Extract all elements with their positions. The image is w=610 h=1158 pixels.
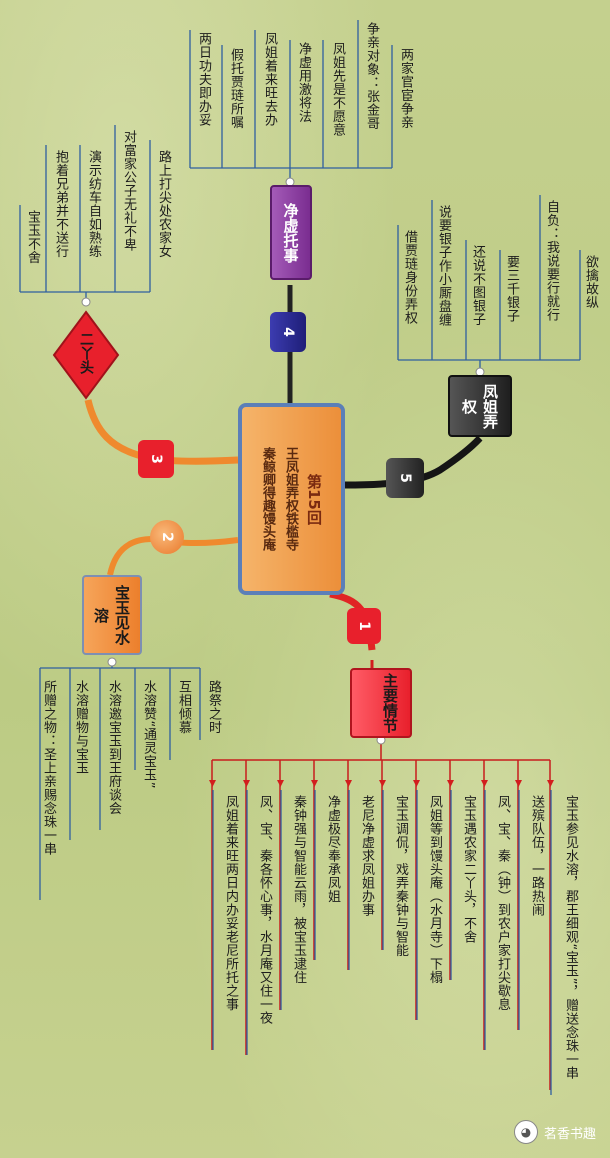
branch-5-item: 要三千银子 xyxy=(504,255,519,323)
branch-1-item: 宝玉调侃，戏弄秦钟与智能 xyxy=(393,795,408,957)
branch-2-item: 所赠之物：圣上亲赐念珠一串 xyxy=(41,680,56,856)
branch-3-item: 路上打尖处农家女 xyxy=(156,150,171,258)
branch-5-item: 自负：我说要行就行 xyxy=(544,200,559,322)
branch-2-item: 水溶赠物与宝玉 xyxy=(73,680,88,775)
central-title: 第15回 xyxy=(305,473,323,525)
branch-4-item: 凤姐着来旺去办 xyxy=(262,32,277,127)
branch-3-item-connectors xyxy=(19,125,151,302)
branch-2-item: 路祭之时 xyxy=(206,680,221,734)
branch-3-item: 对富家公子无礼不卑 xyxy=(121,130,136,252)
branch-1-topic[interactable]: 主要情节 xyxy=(350,668,412,738)
branch-4-item: 假托贾琏所嘱 xyxy=(228,48,243,129)
branch-5-topic[interactable]: 凤姐弄权 xyxy=(448,375,512,437)
branch-2-item: 水溶赞“通灵宝玉” xyxy=(141,680,156,789)
branch-3-item: 演示纺车自如熟练 xyxy=(86,150,101,258)
central-line-2: 秦鲸卿得趣馒头庵 xyxy=(260,447,275,551)
branch-3-item: 抱着兄弟并不送行 xyxy=(53,150,68,258)
branch-5-item: 说要银子作小厮盘缠 xyxy=(436,205,451,327)
branch-1-badge[interactable]: 1 xyxy=(347,608,381,644)
branch-3-item: 宝玉不舍 xyxy=(25,210,40,264)
wechat-icon: ◕ xyxy=(513,1120,538,1144)
branch-4-item: 两日功夫即办妥 xyxy=(196,32,211,127)
branch-5-connector xyxy=(344,435,483,489)
branch-1-item: 凤姐着来旺两日内办妥老尼所托之事 xyxy=(223,795,238,1011)
branch-4-topic[interactable]: 净虚托事 xyxy=(270,185,312,280)
watermark: ◕ 茗香书趣 xyxy=(513,1120,596,1144)
branch-2-item: 水溶邀宝玉到王府谈会 xyxy=(106,680,121,815)
branch-5-item-connectors xyxy=(397,195,581,372)
branch-1-item-connectors xyxy=(211,740,551,1090)
branch-4-item: 两家官宦争亲 xyxy=(398,48,413,129)
branch-4-item: 争亲对象：张金哥 xyxy=(364,22,379,130)
branch-1-item: 老尼净虚求凤姐办事 xyxy=(359,795,374,917)
branch-1-item: 净虚极尽奉承凤姐 xyxy=(325,795,340,903)
branch-1-item: 宝玉遇农家二丫头，不舍 xyxy=(461,795,476,944)
branch-4-badge[interactable]: 4 xyxy=(270,312,306,352)
branch-5-item: 借贾琏身份弄权 xyxy=(402,230,417,325)
central-topic[interactable]: 第15回 王凤姐弄权铁槛寺 秦鲸卿得趣馒头庵 xyxy=(238,403,345,595)
watermark-text: 茗香书趣 xyxy=(543,1126,596,1142)
branch-2-badge[interactable]: 2 xyxy=(150,520,184,554)
branch-2-topic[interactable]: 宝玉见水溶 xyxy=(82,575,142,655)
branch-1-item: 凤姐等到馒头庵（水月寺）下榻 xyxy=(427,795,442,984)
branch-4-item-connectors xyxy=(189,20,393,180)
branch-5-item: 欲擒故纵 xyxy=(583,255,598,309)
branch-3-badge[interactable]: 3 xyxy=(138,440,174,478)
branch-4-item: 净虚用激将法 xyxy=(296,42,311,123)
branch-5-item: 还说不图银子 xyxy=(470,245,485,326)
branch-1-item: 凤、宝、秦（钟）到农户家打尖歇息 xyxy=(495,795,510,1011)
central-line-1: 王凤姐弄权铁槛寺 xyxy=(283,447,298,551)
branch-3-topic[interactable]: 二丫头 xyxy=(52,310,120,400)
branch-2-item: 互相倾慕 xyxy=(176,680,191,734)
branch-4-item: 凤姐先是不愿意 xyxy=(330,42,345,137)
branch-1-item: 秦钟强与智能云雨，被宝玉逮住 xyxy=(291,795,306,984)
branch-1-item: 送殡队伍，一路热闹 xyxy=(529,795,544,917)
branch-1-item: 宝玉参见水溶，郡王细观“宝玉”，赠送念珠一串 xyxy=(563,795,578,1080)
branch-5-badge[interactable]: 5 xyxy=(386,458,424,498)
branch-1-item: 凤、宝、秦各怀心事，水月庵又住一夜 xyxy=(257,795,272,1025)
